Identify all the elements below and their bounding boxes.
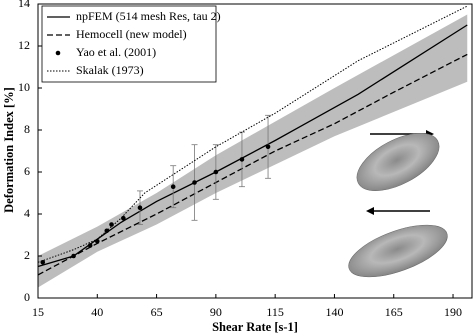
x-axis-label: Shear Rate [s-1]: [212, 320, 298, 334]
point: [121, 215, 126, 221]
legend-label: Yao et al. (2001): [76, 45, 156, 59]
y-tick-label: 10: [18, 80, 30, 94]
legend-label: npFEM (514 mesh Res, tau 2): [76, 9, 221, 23]
y-tick-label: 2: [24, 248, 30, 262]
point: [137, 205, 143, 210]
legend-label: Hemocell (new model): [76, 27, 187, 41]
line: [37, 24, 468, 268]
point: [109, 222, 114, 227]
legend: npFEM (514 mesh Res, tau 2) Hemocell (new…: [41, 5, 221, 83]
point: [213, 169, 219, 175]
illustration: [348, 130, 448, 278]
arrow-head: [366, 207, 374, 215]
line: [37, 5, 468, 263]
point: [87, 243, 93, 248]
point: [71, 253, 76, 259]
y-axis-label: Deformation Index [%]: [2, 87, 16, 213]
cell: [348, 224, 448, 278]
x-tick-label: 90: [210, 305, 222, 319]
x-tick-label: 65: [151, 305, 163, 319]
point: [239, 157, 245, 162]
x-tick-label: 190: [444, 305, 462, 319]
x-tick-label: 15: [32, 305, 44, 319]
plot-area: 15 40 65 90 115 140 165 190 0 2 4 6 8 10 12 14 npFEM (51…: [18, 0, 473, 319]
cell: [356, 133, 440, 191]
point: [94, 239, 100, 244]
x-tick-label: 165: [385, 305, 403, 319]
x-tick-label: 140: [325, 305, 343, 319]
y-tick-label: 8: [24, 122, 30, 136]
x-tick-label: 40: [91, 305, 103, 319]
x-tick-label: 115: [266, 305, 284, 319]
legend-box: [41, 5, 217, 83]
legend-marker: [55, 50, 61, 56]
frame: [37, 3, 473, 299]
line: [37, 53, 468, 276]
y-tick-label: 12: [18, 38, 30, 52]
y-tick-label: 4: [24, 206, 30, 220]
point: [265, 144, 271, 150]
legend-label: Skalak (1973): [76, 63, 144, 77]
y-tick-label: 0: [24, 290, 30, 304]
y-tick-label: 14: [18, 0, 30, 10]
point: [192, 180, 197, 185]
point: [170, 184, 176, 189]
y-tick-label: 6: [24, 164, 30, 178]
